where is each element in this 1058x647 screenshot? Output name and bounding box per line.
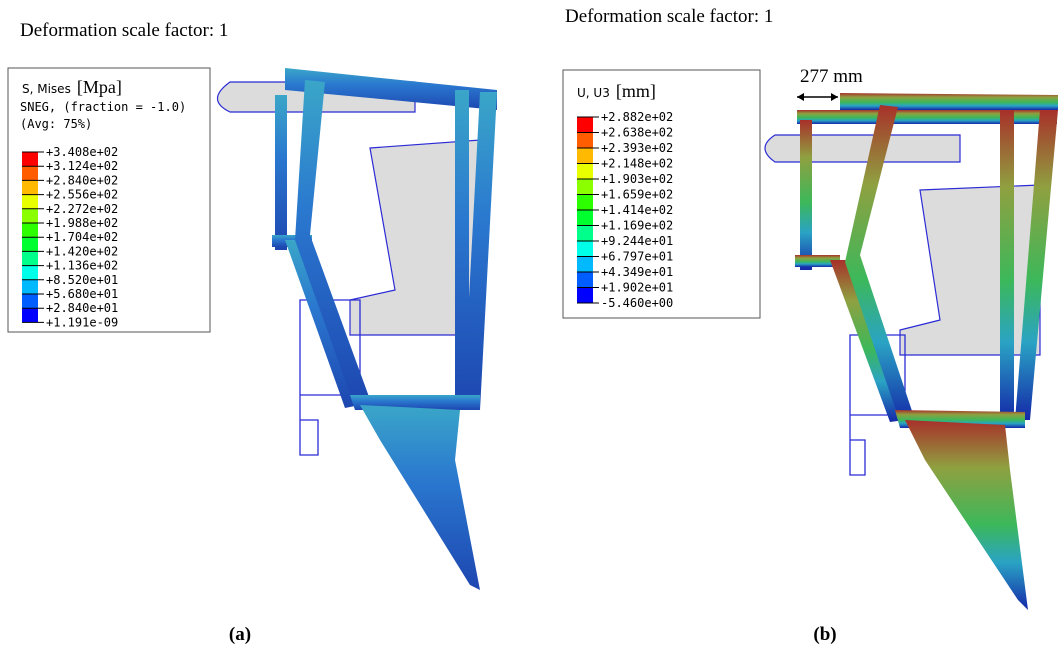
legend-entry: +4.349e+01 [601, 265, 673, 279]
legend-entry: +6.797e+01 [601, 250, 673, 264]
legend-entry: +8.520e+01 [46, 273, 118, 287]
caption: (b) [813, 624, 836, 645]
legend-entry: +1.903e+02 [601, 172, 673, 186]
legend-entry: +2.638e+02 [601, 126, 673, 140]
swatch [577, 272, 593, 288]
legend-entry: +1.169e+02 [601, 219, 673, 233]
legend-unit: [mm] [616, 81, 656, 101]
legend-title: U, U3 [577, 86, 610, 100]
swatch [22, 180, 38, 194]
legend-entry: +1.191e-09 [46, 315, 118, 329]
model-b [765, 93, 1058, 610]
swatch [577, 117, 593, 133]
legend-entry: +1.902e+01 [601, 281, 673, 295]
swatch [577, 164, 593, 180]
swatch [22, 251, 38, 265]
swatch [22, 280, 38, 294]
model-a [218, 68, 498, 590]
legend-title: S, Mises [22, 82, 71, 96]
legend-entry: +2.272e+02 [46, 202, 118, 216]
swatch [22, 209, 38, 223]
legend-entry: +3.408e+02 [46, 145, 118, 159]
legend-entry: +3.124e+02 [46, 159, 118, 173]
swatch [577, 210, 593, 226]
legend-entry: +1.136e+02 [46, 259, 118, 273]
swatch [22, 195, 38, 209]
legend-entry: +1.704e+02 [46, 230, 118, 244]
legend-line: SNEG, (fraction = -1.0) [20, 100, 186, 114]
swatch [22, 308, 38, 322]
legend-entry: +2.393e+02 [601, 141, 673, 155]
swatch [22, 223, 38, 237]
caption: (a) [229, 624, 251, 645]
swatch [577, 241, 593, 257]
swatch [577, 288, 593, 304]
legend-entry: -5.460e+00 [601, 296, 673, 310]
legend-entry: +2.556e+02 [46, 188, 118, 202]
legend-entry: +5.680e+01 [46, 287, 118, 301]
legend-entry: +1.659e+02 [601, 188, 673, 202]
legend-unit: [Mpa] [77, 77, 122, 97]
legend-entry: +9.244e+01 [601, 234, 673, 248]
legend-entry: +1.420e+02 [46, 244, 118, 258]
swatch [22, 166, 38, 180]
legend-entry: +2.840e+01 [46, 301, 118, 315]
legend-entry: +2.840e+02 [46, 173, 118, 187]
swatch [577, 148, 593, 164]
scale-text: Deformation scale factor: 1 [565, 6, 773, 27]
swatch [577, 226, 593, 242]
swatch [577, 179, 593, 195]
swatch [22, 294, 38, 308]
legend-entry: +1.414e+02 [601, 203, 673, 217]
annotation: 277 mm [800, 66, 863, 87]
swatch [577, 257, 593, 273]
legend-entry: +1.988e+02 [46, 216, 118, 230]
swatch [577, 133, 593, 149]
swatch [577, 195, 593, 211]
legend-entry: +2.148e+02 [601, 157, 673, 171]
legend-line: (Avg: 75%) [20, 117, 92, 131]
swatch [22, 152, 38, 166]
swatch [22, 237, 38, 251]
scale-text: Deformation scale factor: 1 [20, 20, 228, 41]
swatch [22, 266, 38, 280]
figure: Deformation scale factor: 1 S, Mises [Mpa]… [0, 0, 1058, 647]
legend-entry: +2.882e+02 [601, 110, 673, 124]
